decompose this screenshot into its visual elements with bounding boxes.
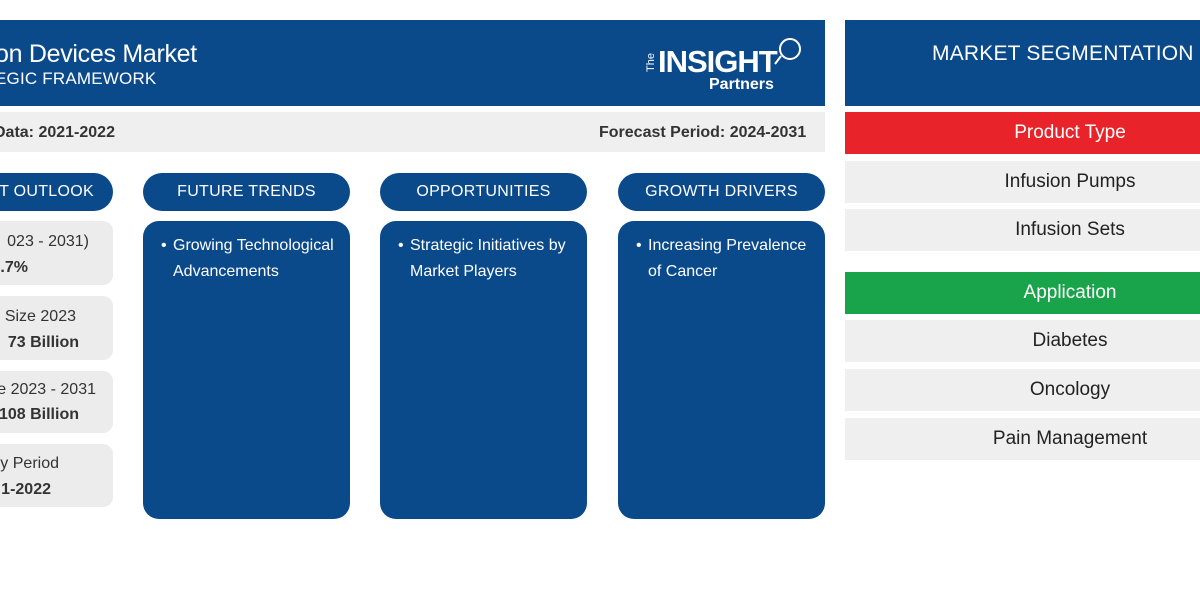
outlook-card-history-period: y Period 1-2022 <box>0 444 113 507</box>
segment-item: Oncology <box>845 369 1200 411</box>
segment-item-label: Infusion Pumps <box>1004 171 1136 192</box>
outlook-card-label: 023 - 2031) <box>7 233 89 250</box>
market-outlook-pill: T OUTLOOK <box>0 173 113 211</box>
market-outlook-label: T OUTLOOK <box>0 183 94 200</box>
outlook-card-label: y Period <box>0 455 59 472</box>
page-title: on Devices Market <box>0 40 197 68</box>
forecast-period-label: Forecast Period: 2024-2031 <box>599 124 807 141</box>
outlook-card-value: .7% <box>0 259 28 276</box>
historical-data-label: Data: 2021-2022 <box>0 124 115 141</box>
svg-text:INSIGHT: INSIGHT <box>658 44 778 79</box>
segment-item: Infusion Pumps <box>845 161 1200 203</box>
info-bar <box>0 112 825 152</box>
segmentation-header <box>845 20 1200 106</box>
segment-product-type: Product Type <box>845 112 1200 154</box>
svg-text:Partners: Partners <box>709 76 774 93</box>
opportunities-pill: OPPORTUNITIES <box>380 173 587 211</box>
future-trends-panel: Growing Technological Advancements <box>143 221 350 519</box>
segment-item-label: Pain Management <box>992 428 1148 449</box>
growth-drivers-label: GROWTH DRIVERS <box>645 183 798 200</box>
opportunity-item: Strategic Initiatives by Market Players <box>398 233 575 285</box>
future-trends-label: FUTURE TRENDS <box>177 183 316 200</box>
growth-drivers-panel: Increasing Prevalence of Cancer <box>618 221 825 519</box>
segment-label: Application <box>1023 282 1117 303</box>
segment-item-label: Diabetes <box>1032 330 1108 351</box>
outlook-card-revenue: e 2023 - 2031 108 Billion <box>0 371 113 433</box>
svg-text:The: The <box>645 53 657 72</box>
header-banner <box>0 20 825 106</box>
outlook-card-value: 73 Billion <box>7 334 79 351</box>
outlook-card-label: e 2023 - 2031 <box>0 381 96 398</box>
segment-item: Pain Management <box>845 418 1200 460</box>
opportunities-panel: Strategic Initiatives by Market Players <box>380 221 587 519</box>
outlook-card-value: 108 Billion <box>0 406 79 423</box>
insight-partners-logo: The INSIGHT Partners <box>640 36 805 96</box>
outlook-card-label: Size 2023 <box>4 308 76 325</box>
growth-drivers-pill: GROWTH DRIVERS <box>618 173 825 211</box>
trend-item: Growing Technological Advancements <box>161 233 338 285</box>
segment-item: Diabetes <box>845 320 1200 362</box>
page-subtitle: EGIC FRAMEWORK <box>0 69 157 88</box>
segment-item: Infusion Sets <box>845 209 1200 251</box>
segment-item-label: Infusion Sets <box>1015 219 1125 240</box>
segmentation-title: MARKET SEGMENTATION <box>932 42 1194 65</box>
opportunities-label: OPPORTUNITIES <box>416 183 551 200</box>
segment-application: Application <box>845 272 1200 314</box>
outlook-card-value: 1-2022 <box>1 481 51 498</box>
outlook-card-market-size: Size 2023 73 Billion <box>0 296 113 360</box>
segment-label: Product Type <box>1014 122 1126 143</box>
driver-item: Increasing Prevalence of Cancer <box>636 233 813 285</box>
segment-item-label: Oncology <box>1029 379 1111 400</box>
future-trends-pill: FUTURE TRENDS <box>143 173 350 211</box>
outlook-card-cagr: 023 - 2031) .7% <box>0 221 113 285</box>
